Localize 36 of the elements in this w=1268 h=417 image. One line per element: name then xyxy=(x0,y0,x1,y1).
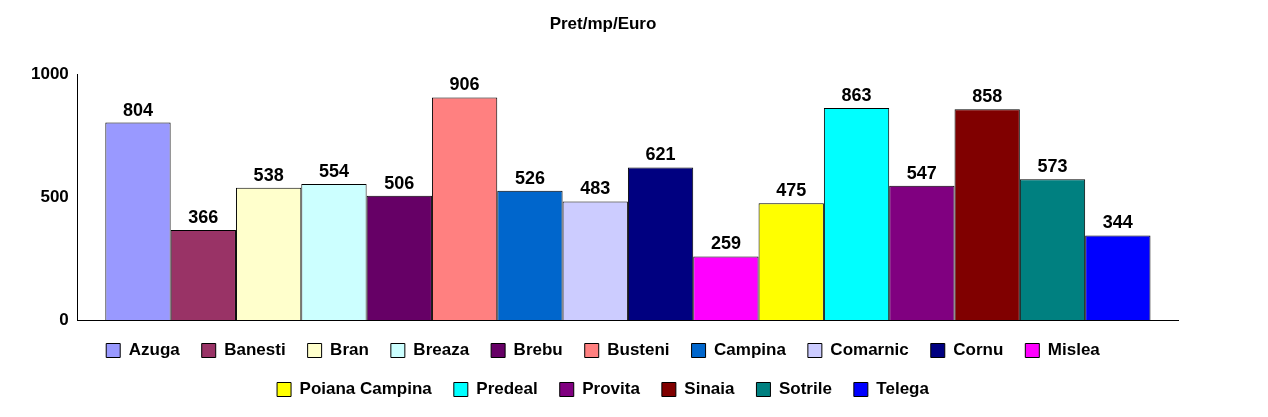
legend-label: Predeal xyxy=(476,379,538,399)
data-label: 344 xyxy=(1102,212,1133,233)
data-label: 259 xyxy=(710,233,741,254)
data-label: 547 xyxy=(906,162,937,183)
data-label: 506 xyxy=(384,172,415,193)
legend-label: Provita xyxy=(582,379,641,399)
chart-title: Pret/mp/Euro xyxy=(549,13,657,33)
data-label: 366 xyxy=(188,207,219,228)
legend-label: Campina xyxy=(714,340,787,360)
legend-label: Bran xyxy=(330,340,369,360)
data-label: 621 xyxy=(645,144,676,165)
data-label: 858 xyxy=(972,86,1003,107)
legend-label: Mislea xyxy=(1047,340,1101,360)
data-label: 804 xyxy=(122,99,154,120)
data-label: 475 xyxy=(776,180,807,201)
y-tick-label: 1000 xyxy=(30,64,69,84)
legend-label: Azuga xyxy=(128,340,181,360)
legend-label: Sotrile xyxy=(778,379,832,399)
legend-label: Poiana Campina xyxy=(299,379,433,399)
legend-label: Telega xyxy=(876,379,930,399)
legend-label: Cornu xyxy=(953,340,1004,360)
data-label: 573 xyxy=(1037,156,1068,177)
data-label: 538 xyxy=(253,164,284,185)
legend-label: Comarnic xyxy=(830,340,909,360)
data-label: 554 xyxy=(318,160,349,181)
data-label: 526 xyxy=(514,167,545,188)
legend-label: Banesti xyxy=(224,340,286,360)
legend-label: Breaza xyxy=(413,340,470,360)
legend-label: Sinaia xyxy=(684,379,735,399)
y-tick-label: 500 xyxy=(40,186,69,206)
legend-label: Brebu xyxy=(513,340,563,360)
legend-label: Busteni xyxy=(607,340,670,360)
data-label: 863 xyxy=(841,85,872,106)
data-label: 906 xyxy=(449,74,480,95)
y-tick-label: 0 xyxy=(59,309,69,329)
data-label: 483 xyxy=(580,178,611,199)
